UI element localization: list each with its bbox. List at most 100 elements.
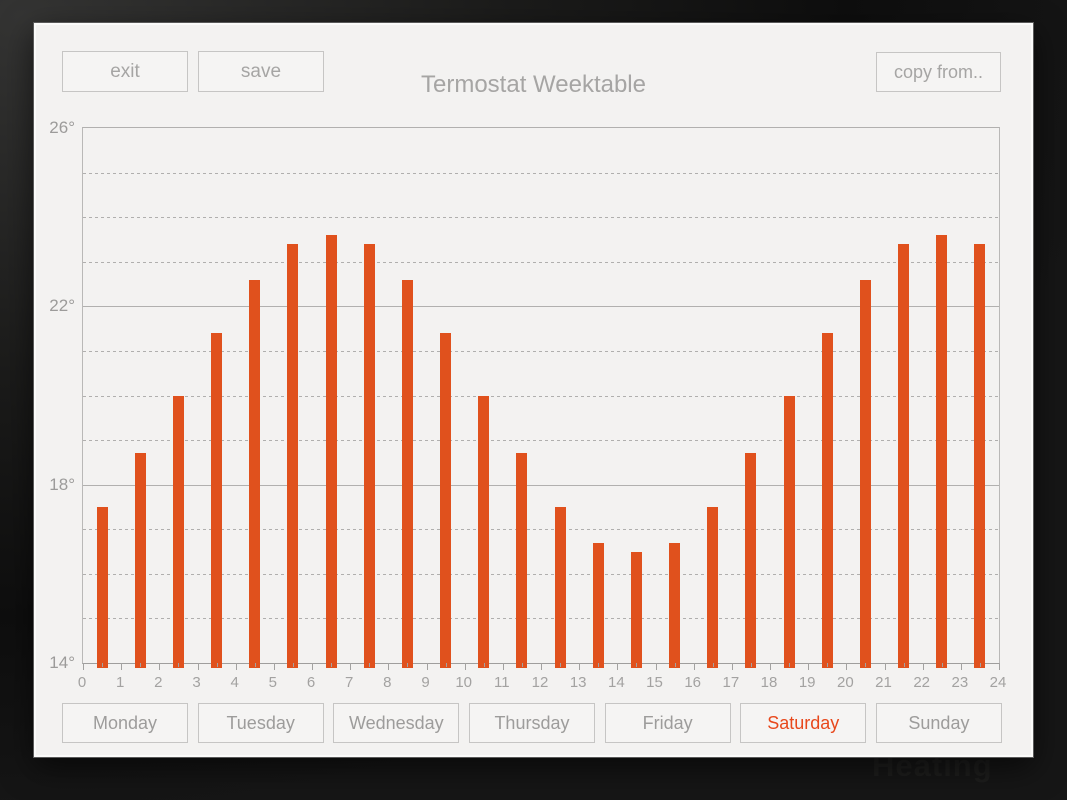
gridline-dashed (83, 573, 999, 575)
temperature-bar-hour-12[interactable] (554, 506, 566, 668)
x-axis-minor-tick (865, 663, 867, 667)
x-axis-tick (159, 663, 161, 670)
x-axis-minor-tick (407, 663, 409, 667)
temperature-bar-hour-11[interactable] (516, 453, 528, 668)
x-axis-label: 14 (607, 674, 625, 691)
x-axis-tick (273, 663, 275, 670)
x-axis-minor-tick (369, 663, 371, 667)
y-axis-label: 18° (49, 474, 75, 494)
temperature-bar-hour-7[interactable] (363, 243, 375, 668)
temperature-bar-hour-15[interactable] (669, 542, 681, 668)
temperature-bar-hour-17[interactable] (745, 453, 757, 668)
x-axis-minor-tick (598, 663, 600, 667)
y-axis-label: 22° (49, 296, 75, 316)
day-tab-monday[interactable]: Monday (62, 703, 188, 743)
x-axis-label: 16 (684, 674, 701, 691)
x-axis-minor-tick (292, 663, 294, 667)
temperature-bar-hour-2[interactable] (172, 395, 184, 668)
day-tab-friday[interactable]: Friday (604, 703, 731, 743)
day-tab-tuesday[interactable]: Tuesday (197, 703, 324, 743)
x-axis-minor-tick (560, 663, 562, 667)
x-axis-tick (502, 663, 504, 670)
x-axis-tick (83, 663, 84, 670)
save-button[interactable]: save (198, 51, 324, 92)
temperature-bar-hour-5[interactable] (287, 243, 299, 668)
x-axis-minor-tick (521, 663, 523, 667)
x-axis-tick (197, 663, 199, 670)
x-axis-minor-tick (636, 663, 638, 667)
x-axis-label: 7 (344, 674, 354, 691)
x-axis-tick (884, 663, 886, 670)
x-axis-label: 10 (455, 674, 472, 691)
x-axis-tick (541, 663, 542, 670)
x-axis-label: 15 (646, 674, 663, 691)
gridline-solid (83, 484, 999, 486)
x-axis-tick (312, 663, 313, 670)
temperature-bar-hour-22[interactable] (936, 235, 948, 668)
x-axis-tick (235, 663, 237, 670)
day-tab-sunday[interactable]: Sunday (875, 703, 1002, 743)
x-axis-tick (846, 663, 848, 670)
temperature-bar-hour-8[interactable] (401, 279, 413, 668)
x-axis-label: 20 (836, 674, 854, 691)
temperature-bar-hour-14[interactable] (630, 551, 642, 668)
temperature-bar-hour-9[interactable] (440, 333, 452, 668)
x-axis-minor-tick (140, 663, 142, 667)
x-axis-minor-tick (903, 663, 905, 667)
x-axis-minor-tick (941, 663, 943, 667)
x-axis-label: 3 (192, 674, 201, 691)
temperature-bar-hour-6[interactable] (325, 235, 337, 668)
x-axis-tick (999, 663, 1000, 670)
thermostat-weektable-window: exit save Termostat Weektable copy from.… (34, 23, 1033, 757)
x-axis-minor-tick (445, 663, 447, 667)
x-axis-minor-tick (216, 663, 218, 667)
temperature-bar-hour-13[interactable] (592, 542, 604, 668)
x-axis-minor-tick (102, 663, 104, 667)
temperature-bar-hour-19[interactable] (821, 333, 833, 668)
x-axis-label: 2 (154, 674, 163, 691)
day-tab-saturday[interactable]: Saturday (740, 703, 867, 743)
week-schedule-chart (82, 127, 1000, 670)
gridline-solid (83, 306, 999, 308)
temperature-bar-hour-1[interactable] (134, 453, 146, 668)
x-axis-minor-tick (178, 663, 180, 667)
x-axis-label: 1 (115, 674, 125, 691)
x-axis-label: 8 (383, 674, 392, 691)
x-axis-label: 22 (913, 674, 930, 691)
temperature-bar-hour-4[interactable] (249, 279, 261, 668)
gridline-dashed (83, 395, 999, 397)
x-axis-label: 12 (531, 674, 549, 691)
temperature-bar-hour-20[interactable] (859, 279, 871, 668)
page-title: Termostat Weektable (421, 71, 646, 98)
x-axis-minor-tick (979, 663, 981, 667)
x-axis-tick (808, 663, 810, 670)
temperature-bar-hour-16[interactable] (707, 506, 719, 668)
x-axis-tick (388, 663, 390, 670)
temperature-bar-hour-10[interactable] (478, 395, 490, 668)
x-axis-tick (464, 663, 466, 670)
x-axis-label: 6 (306, 674, 316, 691)
x-axis-label: 19 (798, 674, 816, 691)
x-axis-tick (922, 663, 924, 670)
copy-from-button[interactable]: copy from.. (876, 52, 1001, 92)
day-tab-thursday[interactable]: Thursday (468, 703, 595, 743)
x-axis-label: 13 (569, 674, 587, 691)
x-axis-tick (655, 663, 657, 670)
exit-button[interactable]: exit (62, 51, 188, 92)
day-tab-wednesday[interactable]: Wednesday (333, 703, 460, 743)
temperature-bar-hour-18[interactable] (783, 395, 795, 668)
temperature-bar-hour-23[interactable] (974, 243, 986, 668)
temperature-bar-hour-0[interactable] (96, 506, 108, 668)
x-axis-label: 4 (230, 674, 239, 691)
x-axis-label: 24 (989, 674, 1007, 691)
temperature-bar-hour-3[interactable] (211, 333, 223, 668)
x-axis-tick (693, 663, 695, 670)
x-axis-tick (350, 663, 352, 670)
x-axis-tick (770, 663, 771, 670)
x-axis-label: 17 (722, 674, 740, 691)
temperature-bar-hour-21[interactable] (898, 243, 910, 668)
gridline-dashed (83, 529, 999, 531)
x-axis-label: 5 (268, 674, 277, 691)
day-tabs: Monday Tuesday Wednesday Thursday Friday Satu… (62, 703, 1002, 743)
x-axis-tick (617, 663, 619, 670)
